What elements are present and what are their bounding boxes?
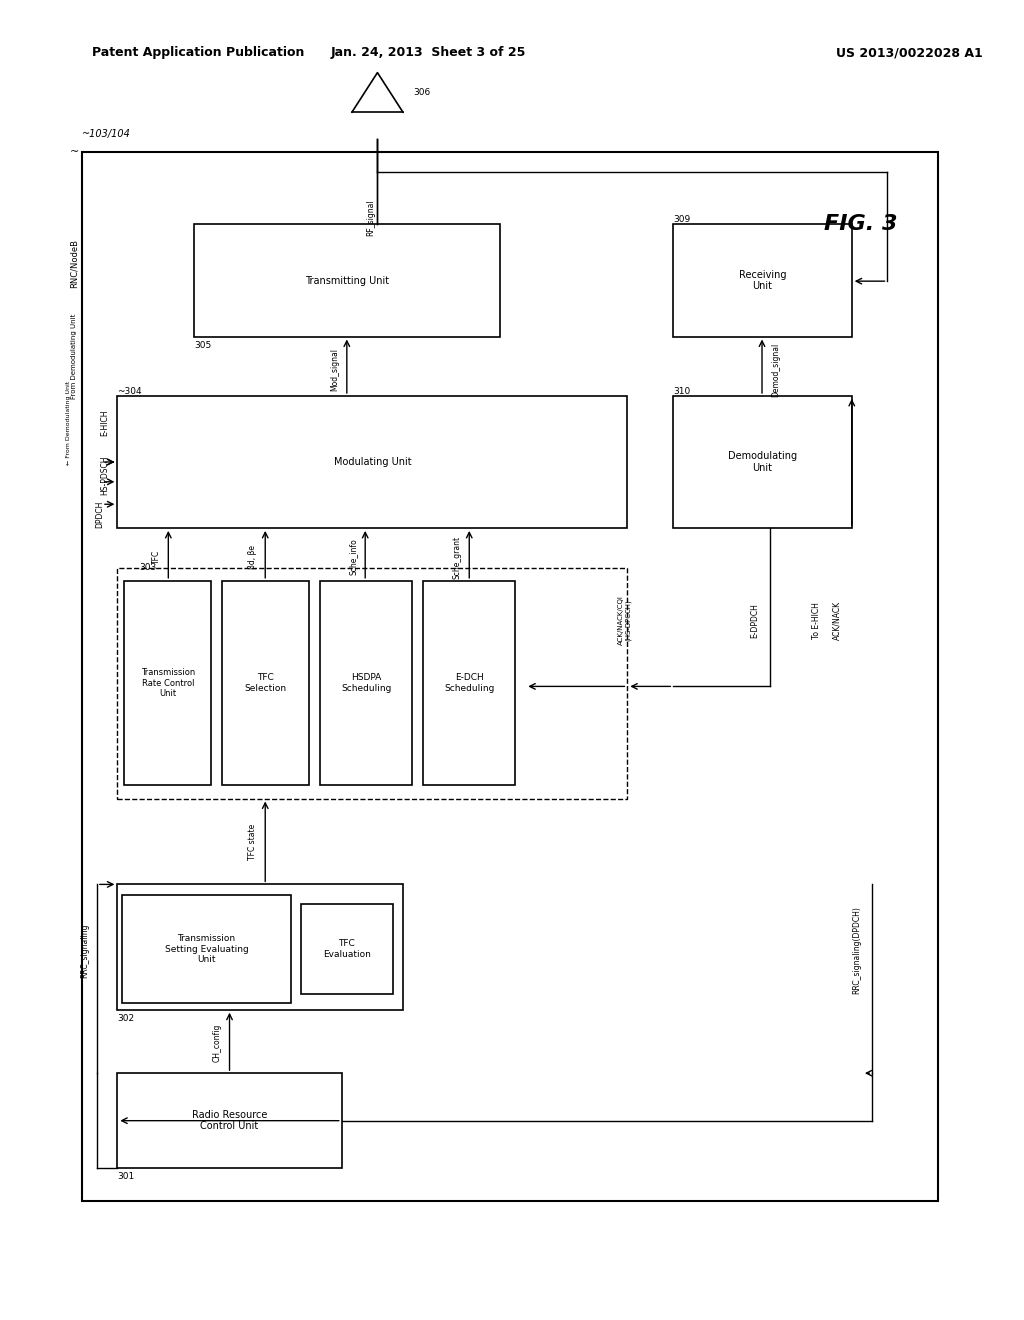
Text: Patent Application Publication: Patent Application Publication — [92, 46, 304, 59]
Text: ~304: ~304 — [118, 387, 142, 396]
FancyBboxPatch shape — [673, 396, 852, 528]
Text: Transmission
Setting Evaluating
Unit: Transmission Setting Evaluating Unit — [165, 935, 249, 964]
Text: CH_config: CH_config — [213, 1023, 222, 1063]
Text: Demod_signal: Demod_signal — [771, 342, 779, 397]
Text: 309: 309 — [673, 215, 690, 224]
FancyBboxPatch shape — [301, 904, 393, 994]
Text: RRC_signaling: RRC_signaling — [80, 923, 89, 978]
FancyBboxPatch shape — [673, 224, 852, 337]
Text: DPDCH: DPDCH — [95, 502, 104, 528]
Text: E-DPDCH: E-DPDCH — [751, 603, 760, 638]
Text: Transmitting Unit: Transmitting Unit — [305, 276, 389, 285]
Text: RRC_signaling(DPDCH): RRC_signaling(DPDCH) — [852, 907, 861, 994]
Text: HSDPA
Scheduling: HSDPA Scheduling — [341, 673, 391, 693]
Text: βd, βe: βd, βe — [249, 545, 257, 569]
FancyBboxPatch shape — [118, 396, 628, 528]
FancyBboxPatch shape — [194, 224, 500, 337]
Text: US 2013/0022028 A1: US 2013/0022028 A1 — [837, 46, 983, 59]
FancyBboxPatch shape — [222, 581, 309, 785]
Text: Mod_signal: Mod_signal — [330, 348, 339, 391]
Text: ← From Demodulating Unit: ← From Demodulating Unit — [67, 380, 72, 465]
Text: From Demodulating Unit: From Demodulating Unit — [72, 314, 78, 399]
Text: Jan. 24, 2013  Sheet 3 of 25: Jan. 24, 2013 Sheet 3 of 25 — [331, 46, 526, 59]
FancyBboxPatch shape — [118, 568, 628, 799]
FancyBboxPatch shape — [123, 895, 291, 1003]
Text: TFC: TFC — [152, 550, 161, 564]
FancyBboxPatch shape — [118, 1073, 342, 1168]
Text: 302: 302 — [118, 1014, 134, 1023]
Text: 306: 306 — [413, 88, 430, 96]
Text: ~: ~ — [70, 147, 79, 157]
Text: Sche_info: Sche_info — [348, 539, 357, 576]
Text: E-DCH
Scheduling: E-DCH Scheduling — [444, 673, 495, 693]
Text: Receiving
Unit: Receiving Unit — [738, 269, 786, 292]
FancyBboxPatch shape — [118, 884, 402, 1010]
Text: TFC state: TFC state — [249, 824, 257, 861]
Text: ACK/NACK: ACK/NACK — [831, 601, 841, 640]
Text: RF_signal: RF_signal — [366, 199, 375, 236]
FancyBboxPatch shape — [125, 581, 211, 785]
Text: Demodulating
Unit: Demodulating Unit — [728, 451, 797, 473]
Text: 303: 303 — [139, 562, 157, 572]
Text: Transmission
Rate Control
Unit: Transmission Rate Control Unit — [140, 668, 195, 698]
Text: To E-HICH: To E-HICH — [812, 602, 820, 639]
Text: Radio Resource
Control Unit: Radio Resource Control Unit — [191, 1110, 267, 1131]
Text: 305: 305 — [194, 341, 211, 350]
FancyBboxPatch shape — [321, 581, 412, 785]
Text: ~103/104: ~103/104 — [82, 128, 130, 139]
Text: ACK/NACK/CQI
(HS-DPCCH): ACK/NACK/CQI (HS-DPCCH) — [617, 595, 631, 645]
Text: TFC
Evaluation: TFC Evaluation — [323, 940, 371, 958]
Text: TFC
Selection: TFC Selection — [245, 673, 287, 693]
Text: 310: 310 — [673, 387, 690, 396]
FancyBboxPatch shape — [423, 581, 515, 785]
Text: HS-PDSCH: HS-PDSCH — [100, 455, 109, 495]
Text: Sche_grant: Sche_grant — [453, 536, 462, 578]
FancyBboxPatch shape — [82, 152, 938, 1201]
Text: E-HICH: E-HICH — [100, 409, 109, 436]
Text: FIG. 3: FIG. 3 — [824, 214, 898, 235]
Text: RNC/NodeB: RNC/NodeB — [70, 239, 79, 289]
Text: Modulating Unit: Modulating Unit — [334, 457, 412, 467]
Text: 301: 301 — [118, 1172, 134, 1181]
